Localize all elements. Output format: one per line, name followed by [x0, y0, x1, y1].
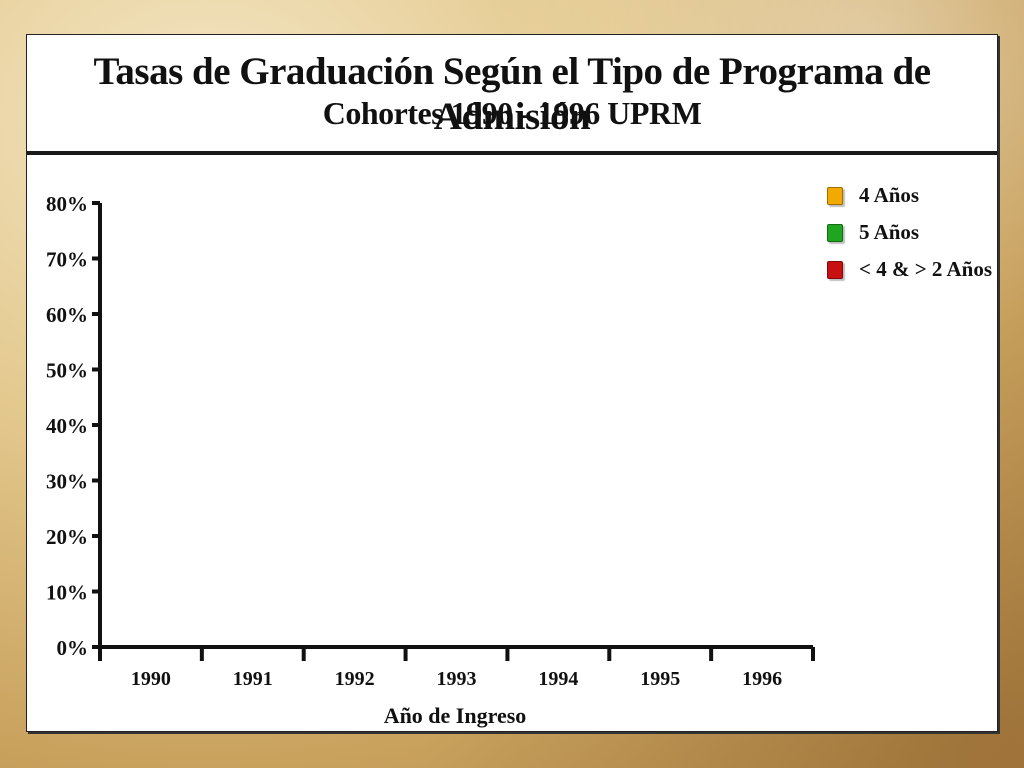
x-tick-label: 1996: [742, 668, 782, 690]
y-tick-label: 70%: [46, 248, 88, 272]
legend-label-5-anos: 5 Años: [859, 220, 920, 244]
x-axis: 1990 1991 1992 1993 1994 1995 1996: [98, 645, 815, 690]
chart-svg: 0%10%20%30%40%50%60%70%80% 1990 1991 1992 1…: [46, 192, 815, 728]
y-axis: 0% 10% 20% 30% 40% 50% 60% 70% 80%: [46, 192, 102, 660]
y-tick-label: 50%: [46, 359, 88, 383]
legend-swatch-5-anos: [827, 224, 843, 242]
x-tick-label: 1991: [233, 668, 273, 690]
legend-swatch-4-anos: [827, 187, 843, 205]
y-tick-label: 20%: [46, 525, 88, 549]
y-tick-label: 10%: [46, 581, 88, 605]
legend-label-4-anos: 4 Años: [859, 183, 920, 207]
x-tick-label: 1992: [335, 668, 375, 690]
y-tick-label: 30%: [46, 470, 88, 494]
y-tick-label: 80%: [46, 192, 88, 216]
y-tick-label: 40%: [46, 414, 88, 438]
chart-subtitle: Cohortes 1990 - 1996 UPRM: [322, 95, 702, 131]
y-tick-label: 0%: [57, 636, 89, 660]
legend-label-menos-4-mas-2-anos: < 4 & > 2 Años: [859, 257, 993, 281]
x-axis-label: Año de Ingreso: [384, 703, 527, 728]
x-tick-label: 1993: [437, 668, 477, 690]
chart-title: Tasas de Graduación Según el Tipo de Pro…: [93, 50, 931, 138]
x-tick-label: 1994: [538, 668, 578, 690]
title-area: Tasas de Graduación Según el Tipo de Pro…: [27, 35, 997, 155]
x-tick-label: 1990: [131, 668, 171, 690]
x-tick-label: 1995: [640, 668, 680, 690]
chart-panel: Tasas de Graduación Según el Tipo de Pro…: [26, 34, 998, 732]
y-tick-label: 60%: [46, 303, 88, 327]
legend-swatch-menos-4-mas-2-anos: [827, 261, 843, 279]
